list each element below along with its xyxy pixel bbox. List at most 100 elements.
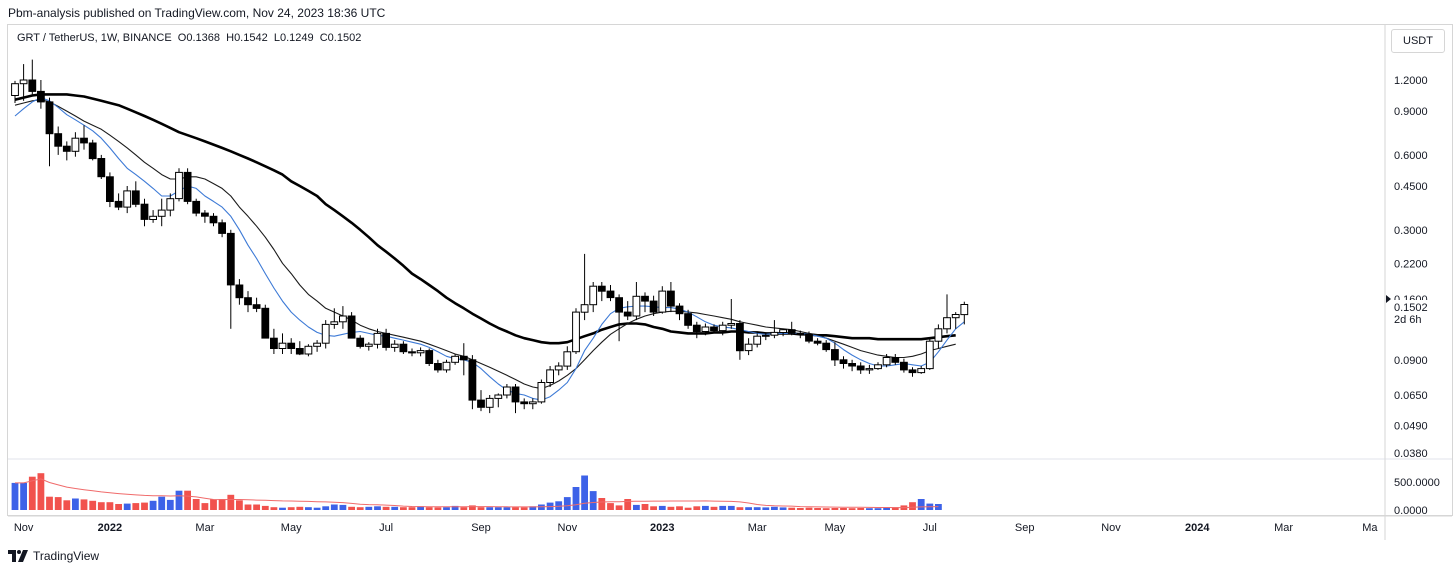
candle-down	[425, 350, 434, 365]
candle-down	[856, 365, 865, 371]
volume-bar	[28, 476, 36, 510]
volume-bar	[607, 503, 614, 510]
volume-bar	[123, 503, 131, 510]
volume-bar	[149, 500, 157, 510]
candle-up	[951, 314, 960, 319]
volume-bar	[693, 506, 701, 510]
candle-up	[321, 323, 330, 344]
candle-up	[658, 290, 667, 313]
price-tick-label: 0.0900	[1394, 355, 1428, 367]
price-tick-label: 0.0490	[1394, 421, 1428, 433]
candle-down	[805, 333, 813, 342]
volume-axis: 500.0000 0.0000	[1394, 477, 1440, 517]
volume-bar	[650, 506, 657, 510]
candle-up	[149, 215, 157, 221]
volume-bar	[702, 505, 709, 510]
volume-bar	[391, 506, 399, 510]
volume-bar	[684, 507, 692, 510]
volume-bar	[512, 507, 519, 510]
last-price-arrow	[1386, 295, 1391, 303]
candle-up	[416, 350, 425, 354]
volume-bar	[814, 508, 821, 510]
volume-bar	[658, 505, 666, 510]
year-label: 2024	[1185, 522, 1210, 534]
close-value: C0.1502	[319, 32, 362, 44]
month-label: May	[281, 522, 302, 534]
candle-up	[451, 355, 460, 363]
candle-up	[304, 345, 313, 355]
volume-bar	[503, 507, 511, 510]
candle-up	[589, 285, 598, 306]
candle-down	[244, 297, 252, 306]
volume-bar	[201, 503, 209, 510]
symbol-legend: GRT / TetherUS, 1W, BINANCE O0.1368 H0.1…	[17, 32, 361, 44]
currency-button[interactable]: USDT	[1391, 29, 1445, 53]
candle-down	[710, 326, 718, 332]
price-tick-label: 0.4500	[1394, 181, 1428, 193]
volume-bar	[917, 499, 925, 510]
volume-bar	[305, 507, 312, 510]
volume-bar	[866, 508, 873, 510]
candle-up	[744, 343, 753, 352]
volume-bar	[158, 496, 166, 510]
volume-bar	[270, 507, 278, 510]
candle-down	[201, 212, 209, 217]
volume-bar	[11, 482, 19, 510]
volume-bar	[676, 506, 683, 510]
volume-bar	[236, 500, 243, 510]
volume-bar	[210, 499, 217, 510]
month-label: Mar	[195, 522, 214, 534]
volume-bar	[296, 506, 304, 510]
candle-down	[183, 171, 192, 202]
volume-bar	[909, 502, 916, 510]
candle-down	[45, 101, 54, 135]
candle-down	[684, 313, 693, 326]
price-tick-label: 0.6000	[1394, 150, 1428, 162]
volume-bar	[460, 507, 468, 510]
candle-up	[718, 324, 727, 332]
candle-down	[891, 357, 900, 363]
volume-bar	[72, 498, 79, 510]
candle-up	[917, 368, 926, 374]
candle-down	[787, 329, 796, 334]
price-tick-label: 0.0650	[1394, 390, 1428, 402]
volume-bar	[374, 506, 381, 510]
candle-down	[218, 222, 226, 234]
time-axis[interactable]: Nov 2022 Mar May Jul Sep Nov 2023 Mar May Jul Sep No…	[14, 522, 1379, 534]
candle-down	[270, 337, 278, 350]
volume-pane	[11, 473, 942, 510]
price-axis[interactable]: 1.20000.90000.60000.45000.30000.22000.12…	[1394, 75, 1428, 460]
candle-down	[615, 297, 624, 313]
last-price-label: 0.1502	[1394, 302, 1428, 314]
candle-down	[848, 363, 857, 367]
candle-up	[494, 394, 503, 399]
volume-bar	[840, 508, 847, 510]
candle-up	[166, 198, 175, 211]
volume-bar	[883, 507, 890, 510]
candle-down	[347, 315, 356, 339]
candle-down	[511, 386, 520, 403]
volume-bar	[641, 504, 649, 510]
year-label: 2023	[650, 522, 674, 534]
candle-down	[408, 351, 416, 354]
volume-bar	[313, 507, 321, 510]
candle-up	[701, 326, 710, 332]
volume-bar	[400, 507, 407, 510]
volume-bar	[848, 508, 856, 510]
candle-down	[692, 324, 701, 333]
volume-bar	[796, 508, 804, 510]
publish-info: Pbm-analysis published on TradingView.co…	[8, 6, 386, 20]
candle-up	[11, 83, 19, 96]
candle-down	[649, 300, 658, 313]
month-label: Ma	[1362, 522, 1378, 534]
open-value: O0.1368	[177, 32, 220, 44]
volume-bar	[891, 507, 899, 510]
candle-up	[19, 79, 28, 85]
candle-up	[123, 190, 132, 208]
price-tick-label: 0.3000	[1394, 225, 1428, 237]
candle-down	[226, 232, 235, 286]
volume-bar	[227, 494, 235, 510]
countdown-label: 2d 6h	[1394, 314, 1422, 326]
volume-bar	[598, 498, 606, 510]
